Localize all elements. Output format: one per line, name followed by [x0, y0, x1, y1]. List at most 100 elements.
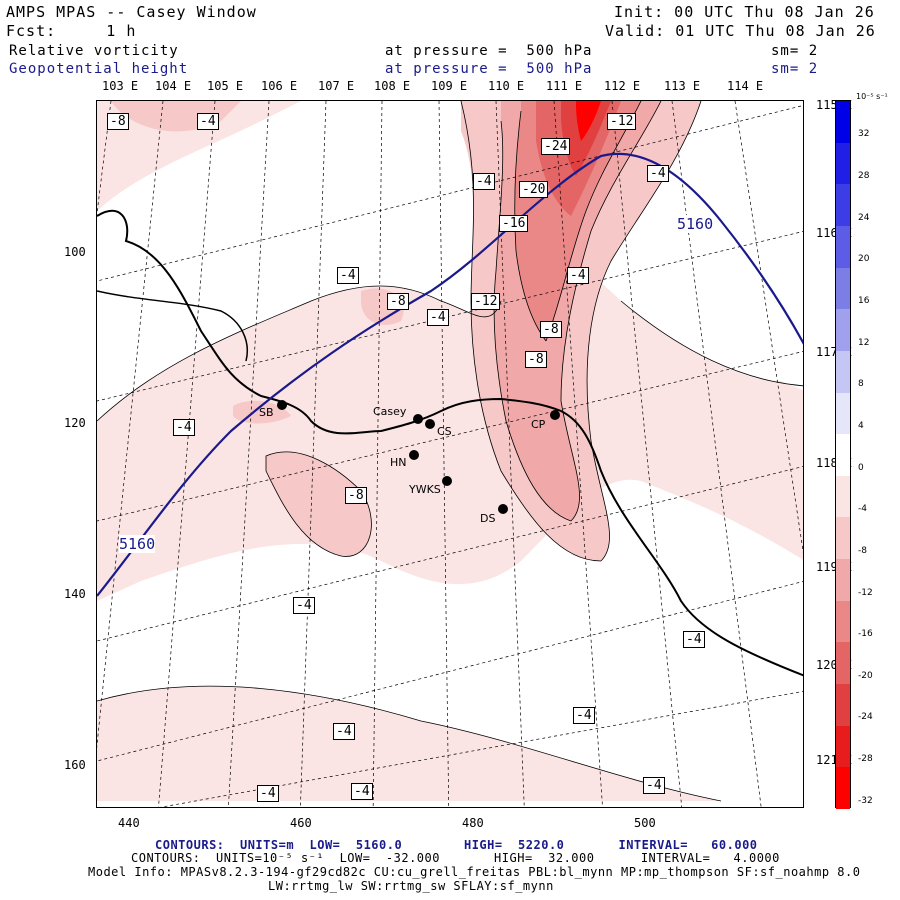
contour-label: -4 — [293, 597, 315, 614]
lon-label: 112 E — [604, 79, 641, 93]
colorbar-swatch — [836, 684, 850, 727]
forecast-hour: Fcst: 1 h — [6, 22, 137, 40]
contour-label: -8 — [107, 113, 129, 130]
init-time: Init: 00 UTC Thu 08 Jan 26 — [614, 3, 875, 21]
y-tick: 100 — [64, 245, 86, 259]
colorbar-swatch — [836, 600, 850, 643]
x-tick: 480 — [462, 816, 484, 830]
field2-smoothing: sm= 2 — [771, 61, 819, 77]
colorbar-swatch — [836, 309, 850, 352]
field1-name: Relative vorticity — [9, 43, 179, 59]
contour-label: -4 — [197, 113, 219, 130]
station-marker-cs — [425, 419, 435, 429]
station-label-sb: SB — [259, 406, 274, 419]
lon-label: 107 E — [318, 79, 355, 93]
colorbar-tick-label: 0 — [858, 462, 864, 473]
lon-label: 104 E — [155, 79, 192, 93]
vorticity-map: -8 -4 -24 -12 -4 -20 -4 -16 -4 -8 -12 -4… — [96, 100, 804, 808]
footer-height-contours: CONTOURS: UNITS=m LOW= 5160.0 HIGH= 5220… — [155, 838, 758, 852]
station-marker-ywks — [442, 476, 452, 486]
colorbar-swatch — [836, 225, 850, 269]
contour-label: -4 — [257, 785, 279, 802]
colorbar-tick-label: -8 — [858, 545, 867, 556]
contour-label: -20 — [519, 181, 549, 198]
footer-vorticity-contours: CONTOURS: UNITS=10⁻⁵ s⁻¹ LOW= -32.000 HI… — [131, 851, 780, 865]
colorbar-swatch — [836, 350, 850, 394]
contour-label: -4 — [567, 267, 589, 284]
station-label-ywks: YWKS — [409, 483, 441, 496]
lon-label: 108 E — [374, 79, 411, 93]
valid-time: Valid: 01 UTC Thu 08 Jan 26 — [605, 22, 876, 40]
lon-label: 113 E — [664, 79, 701, 93]
x-tick: 460 — [290, 816, 312, 830]
x-tick: 500 — [634, 816, 656, 830]
footer-model-info: Model Info: MPASv8.2.3-194-gf29cd82c CU:… — [88, 865, 861, 879]
colorbar-tick-label: -20 — [858, 670, 873, 681]
colorbar-swatch — [836, 767, 850, 810]
station-marker-sb — [277, 400, 287, 410]
station-label-hn: HN — [390, 456, 407, 469]
contour-label: -8 — [345, 487, 367, 504]
graticule — [97, 101, 803, 807]
colorbar-swatch — [836, 725, 850, 768]
colorbar-swatch — [836, 559, 850, 602]
contour-label: -12 — [607, 113, 637, 130]
field2-name: Geopotential height — [9, 61, 189, 77]
colorbar-swatch — [836, 434, 850, 477]
station-marker-cp — [550, 410, 560, 420]
colorbar-swatch — [836, 392, 850, 435]
station-label-casey: Casey — [373, 405, 407, 418]
station-marker-ds — [498, 504, 508, 514]
field1-smoothing: sm= 2 — [771, 43, 819, 59]
y-tick: 160 — [64, 758, 86, 772]
colorbar-swatch — [836, 184, 850, 227]
colorbar-tick-label: 8 — [858, 379, 864, 390]
contour-label: -24 — [541, 138, 571, 155]
contour-label: -8 — [525, 351, 547, 368]
contour-label: -4 — [647, 165, 669, 182]
contour-label: -12 — [471, 293, 501, 310]
contour-label: -8 — [387, 293, 409, 310]
colorbar-tick-label: 32 — [858, 129, 870, 140]
lon-label: 103 E — [102, 79, 139, 93]
lon-label: 110 E — [488, 79, 525, 93]
contour-label: -4 — [337, 267, 359, 284]
colorbar-tick-label: -24 — [858, 712, 873, 723]
station-label-cs: CS — [437, 425, 452, 438]
colorbar-tick-label: -28 — [858, 754, 873, 765]
colorbar-tick-label: -4 — [858, 504, 867, 515]
y-tick: 120 — [64, 416, 86, 430]
colorbar-swatch — [836, 475, 850, 518]
x-tick: 440 — [118, 816, 140, 830]
lon-label: 105 E — [207, 79, 244, 93]
station-marker-hn — [409, 450, 419, 460]
contour-label: -16 — [499, 215, 529, 232]
colorbar-unit: 10⁻⁵ s⁻¹ — [856, 92, 888, 101]
contour-label: -4 — [173, 419, 195, 436]
colorbar-tick-label: 16 — [858, 295, 870, 306]
contour-label: -4 — [473, 173, 495, 190]
footer-physics-info: LW:rrtmg_lw SW:rrtmg_sw SFLAY:sf_mynn — [268, 879, 554, 893]
vorticity-contours — [97, 101, 803, 802]
contour-label: -4 — [683, 631, 705, 648]
vorticity-fill — [97, 101, 803, 801]
y-tick: 140 — [64, 587, 86, 601]
colorbar-tick-label: -32 — [858, 795, 873, 806]
lon-label: 111 E — [546, 79, 583, 93]
colorbar-tick-label: 20 — [858, 254, 870, 265]
colorbar-tick-label: 24 — [858, 212, 870, 223]
contour-label: -4 — [427, 309, 449, 326]
colorbar-tick-label: 28 — [858, 171, 870, 182]
colorbar-swatch — [836, 642, 850, 685]
coastline-west — [97, 290, 248, 362]
colorbar-tick-label: 12 — [858, 337, 870, 348]
colorbar-tick-label: 4 — [858, 420, 864, 431]
field1-level: at pressure = 500 hPa — [385, 43, 593, 59]
height-label: 5160 — [119, 535, 156, 553]
height-contour-5160 — [97, 152, 803, 597]
lon-label: 114 E — [727, 79, 764, 93]
contour-label: -4 — [643, 777, 665, 794]
colorbar-tick-label: -16 — [858, 629, 873, 640]
colorbar — [835, 100, 851, 810]
height-label: 5160 — [677, 215, 714, 233]
